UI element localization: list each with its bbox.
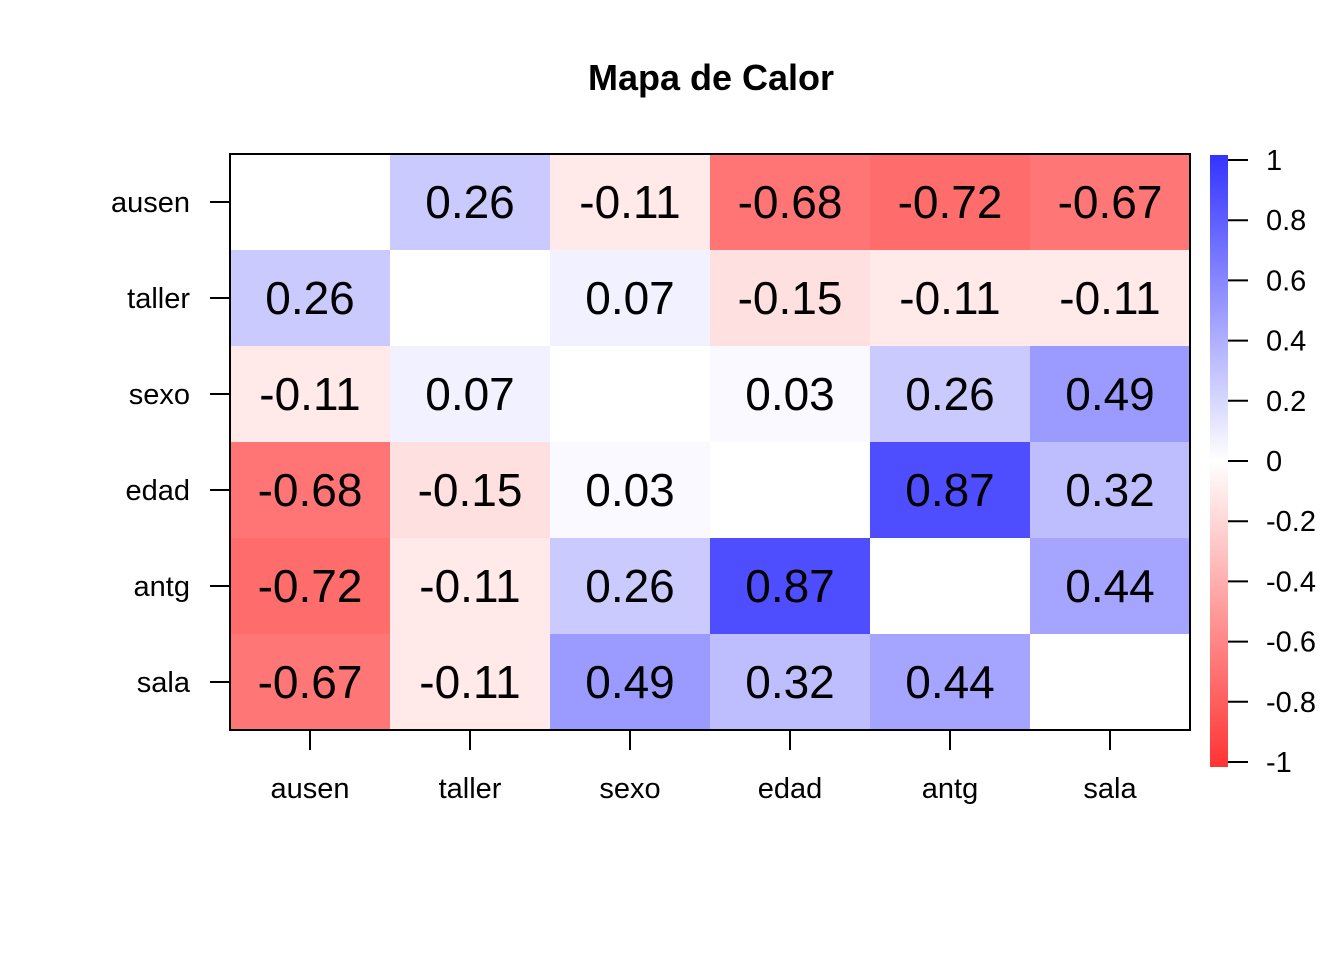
x-axis: ausen taller sexo edad antg sala (270, 730, 1137, 805)
cell-value-label: 0.87 (905, 464, 995, 516)
cell-value-label: -0.11 (579, 176, 680, 228)
cell-value-label: -0.68 (738, 176, 843, 228)
heatmap-cell (710, 634, 871, 731)
heatmap-cell (870, 538, 1031, 635)
cell-value-label: 0.07 (585, 272, 675, 324)
cell-value-label: -0.68 (258, 464, 363, 516)
heatmap-cell (550, 250, 711, 347)
heatmap-cell (710, 538, 871, 635)
heatmap-cell (390, 154, 551, 251)
cell-value-label: 0.44 (905, 656, 995, 708)
x-tick-label: sala (1083, 773, 1137, 805)
x-tick-label: antg (922, 773, 978, 805)
colorbar-tick-label: 0 (1266, 446, 1282, 478)
heatmap-cell (230, 250, 391, 347)
cell-value-label: -0.67 (258, 656, 363, 708)
heatmap-cell (390, 346, 551, 443)
cell-value-label: 0.26 (585, 560, 675, 612)
y-tick-label: sala (137, 667, 191, 699)
colorbar-tick-label: 1 (1266, 145, 1282, 177)
colorbar-tick-label: -0.8 (1266, 687, 1316, 719)
x-tick-label: edad (758, 773, 823, 805)
heatmap-cell (710, 250, 871, 347)
colorbar-tick-label: 0.4 (1266, 326, 1306, 358)
colorbar-ticks: 1 0.8 0.6 0.4 0.2 0 -0.2 -0.4 -0.6 -0.8 -1 (1228, 145, 1316, 779)
heatmap-cell (870, 250, 1031, 347)
colorbar-tick-label: 0.8 (1266, 205, 1306, 237)
cell-value-label: 0.49 (1065, 368, 1155, 420)
heatmap-cell (390, 538, 551, 635)
heatmap-cell (230, 442, 391, 539)
heatmap-cell (1030, 634, 1191, 731)
y-axis: ausen taller sexo edad antg sala (111, 187, 230, 699)
chart-title: Mapa de Calor (588, 57, 834, 98)
cell-value-label: -0.67 (1058, 176, 1163, 228)
heatmap-cell (870, 442, 1031, 539)
x-tick-label: sexo (599, 773, 660, 805)
heatmap-cell (390, 250, 551, 347)
cell-value-label: 0.26 (425, 176, 515, 228)
cell-value-label: -0.72 (258, 560, 363, 612)
colorbar-tick-label: 0.6 (1266, 265, 1306, 297)
heatmap-cell (390, 634, 551, 731)
cell-value-label: -0.11 (1059, 272, 1160, 324)
cell-value-label: 0.87 (745, 560, 835, 612)
heatmap-cell (230, 634, 391, 731)
heatmap-cell (870, 154, 1031, 251)
y-tick-label: antg (134, 571, 190, 603)
colorbar-tick-label: -1 (1266, 747, 1292, 779)
colorbar-tick-label: -0.4 (1266, 566, 1316, 598)
colorbar (1210, 155, 1228, 767)
heatmap-cell (550, 538, 711, 635)
heatmap-cells (230, 154, 1191, 731)
cell-value-label: -0.11 (899, 272, 1000, 324)
cell-value-label: -0.72 (898, 176, 1003, 228)
x-tick-label: taller (439, 773, 502, 805)
y-tick-label: edad (125, 475, 190, 507)
y-tick-label: taller (127, 283, 190, 315)
heatmap-cell (710, 442, 871, 539)
heatmap-cell (550, 154, 711, 251)
colorbar-tick-label: 0.2 (1266, 386, 1306, 418)
cell-value-label: 0.26 (905, 368, 995, 420)
plot-frame (229, 153, 1191, 731)
heatmap-cell (1030, 346, 1191, 443)
heatmap-cell (230, 538, 391, 635)
heatmap-cell (1030, 250, 1191, 347)
cell-value-label: -0.11 (419, 656, 520, 708)
colorbar-tick-label: -0.6 (1266, 627, 1316, 659)
cell-value-label: -0.11 (259, 368, 360, 420)
cell-value-label: -0.11 (419, 560, 520, 612)
cell-value-label: 0.32 (745, 656, 835, 708)
x-tick-label: ausen (270, 773, 349, 805)
heatmap-cell (1030, 538, 1191, 635)
colorbar-tick-label: -0.2 (1266, 506, 1316, 538)
heatmap-cell (870, 634, 1031, 731)
heatmap-cell (550, 634, 711, 731)
heatmap-cell (390, 442, 551, 539)
heatmap-cell (870, 346, 1031, 443)
heatmap-cell (550, 442, 711, 539)
heatmap-cell (1030, 442, 1191, 539)
heatmap-cell (710, 346, 871, 443)
heatmap-cell (710, 154, 871, 251)
cell-value-label: 0.03 (745, 368, 835, 420)
heatmap-cell-labels: 0.26 -0.11 -0.68 -0.72 -0.67 0.26 0.07 -0.15 -0.… (258, 176, 1163, 708)
cell-value-label: 0.32 (1065, 464, 1155, 516)
y-tick-label: ausen (111, 187, 190, 219)
heatmap-cell (1030, 154, 1191, 251)
cell-value-label: -0.15 (418, 464, 523, 516)
cell-value-label: 0.03 (585, 464, 675, 516)
cell-value-label: 0.49 (585, 656, 675, 708)
y-tick-label: sexo (129, 379, 190, 411)
heatmap-cell (230, 154, 391, 251)
heatmap-cell (230, 346, 391, 443)
heatmap-cell (550, 346, 711, 443)
cell-value-label: -0.15 (738, 272, 843, 324)
cell-value-label: 0.07 (425, 368, 515, 420)
cell-value-label: 0.26 (265, 272, 355, 324)
cell-value-label: 0.44 (1065, 560, 1155, 612)
